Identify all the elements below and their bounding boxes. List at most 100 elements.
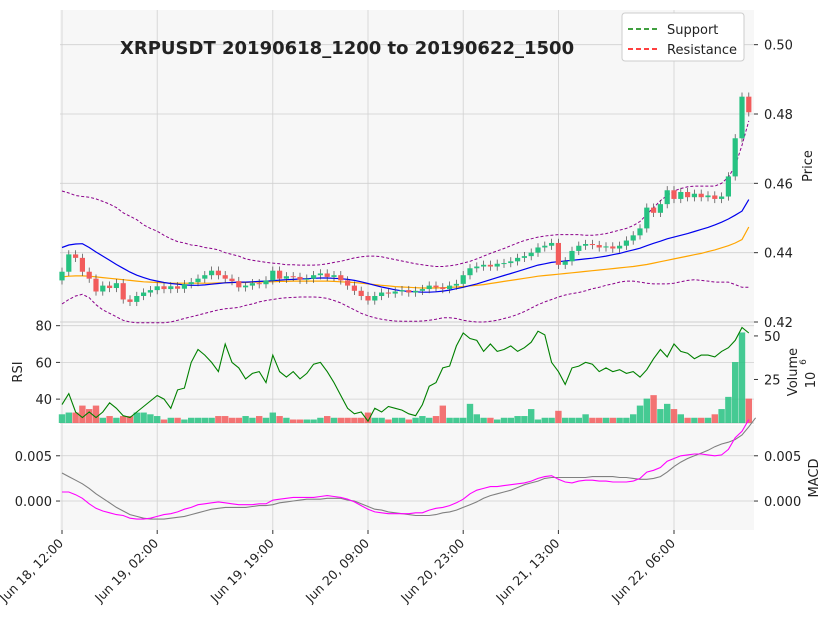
candle-body bbox=[304, 278, 310, 280]
volume-bar bbox=[303, 419, 310, 423]
volume-bar bbox=[602, 417, 610, 423]
volume-bar bbox=[453, 417, 460, 423]
volume-bar bbox=[337, 417, 344, 423]
volume-bar bbox=[324, 416, 331, 423]
candle-body bbox=[651, 207, 657, 213]
volume-bar bbox=[133, 412, 140, 423]
macd-tick-label-left: 0.005 bbox=[15, 450, 52, 465]
candle-body bbox=[460, 275, 466, 284]
volume-bar bbox=[140, 412, 147, 423]
candle-body bbox=[161, 286, 167, 290]
candle-body bbox=[202, 275, 208, 279]
candle-body bbox=[637, 228, 643, 236]
volume-bar bbox=[208, 417, 215, 423]
candle-body bbox=[569, 250, 575, 262]
price-axis-label: Price bbox=[801, 150, 816, 182]
candle-body bbox=[120, 283, 126, 300]
candle-body bbox=[236, 281, 242, 288]
candle-body bbox=[345, 280, 351, 286]
volume-bar bbox=[568, 417, 576, 423]
volume-bar bbox=[630, 414, 637, 423]
volume-multiplier: 10 bbox=[804, 372, 819, 389]
candle-body bbox=[385, 292, 391, 294]
x-tick-label: Jun 19, 02:00 bbox=[91, 535, 161, 605]
candle-body bbox=[59, 271, 65, 281]
volume-bar bbox=[657, 409, 664, 423]
candle-body bbox=[705, 195, 711, 198]
candles bbox=[59, 92, 752, 307]
price-lines bbox=[61, 120, 750, 324]
volume-tick-label: 25 bbox=[764, 373, 781, 388]
candle-body bbox=[719, 196, 725, 199]
volume-bar bbox=[147, 414, 154, 423]
candle-body bbox=[188, 282, 194, 285]
candle-body bbox=[351, 285, 357, 291]
candle-body bbox=[379, 292, 385, 296]
candle-body bbox=[113, 283, 119, 289]
rsi-line bbox=[61, 326, 750, 423]
candle-body bbox=[277, 270, 283, 279]
candle-body bbox=[209, 270, 215, 276]
candle-body bbox=[399, 290, 405, 292]
candle-body bbox=[528, 252, 534, 257]
volume-bar bbox=[575, 417, 582, 423]
candle-body bbox=[331, 275, 337, 277]
volume-bar bbox=[534, 419, 542, 423]
volume-bar bbox=[235, 417, 242, 423]
candle-body bbox=[576, 245, 582, 251]
volume-bar bbox=[432, 416, 440, 423]
volume-bar bbox=[677, 414, 684, 423]
candle-body bbox=[678, 192, 684, 199]
volume-bar bbox=[589, 417, 596, 423]
candle-body bbox=[739, 96, 745, 139]
candle-body bbox=[168, 286, 174, 290]
volume-bar bbox=[738, 332, 746, 423]
candle-body bbox=[311, 275, 317, 279]
candle-body bbox=[229, 278, 235, 282]
fast-ma-line bbox=[61, 199, 750, 293]
volume-bar bbox=[262, 417, 270, 423]
volume-bar bbox=[120, 416, 127, 423]
candle-body bbox=[521, 256, 527, 258]
macd-tick-label-right: 0.005 bbox=[764, 450, 801, 465]
candle-body bbox=[732, 138, 738, 177]
candle-body bbox=[657, 204, 663, 213]
legend: Support Resistance bbox=[621, 12, 745, 62]
volume-bar bbox=[160, 419, 168, 423]
candle-body bbox=[215, 270, 221, 276]
candle-body bbox=[181, 284, 187, 289]
volume-bar bbox=[398, 417, 406, 423]
candle-body bbox=[107, 285, 113, 289]
candle-body bbox=[263, 280, 269, 285]
volume-bar bbox=[412, 417, 419, 423]
x-tick-label: Jun 19, 19:00 bbox=[207, 535, 277, 605]
volume-bar bbox=[636, 405, 644, 423]
volume-bar bbox=[473, 414, 480, 423]
candle-body bbox=[406, 290, 412, 293]
macd-line bbox=[62, 419, 750, 520]
volume-bar bbox=[330, 417, 338, 423]
price-tick-label: 0.48 bbox=[764, 108, 793, 123]
candle-body bbox=[195, 278, 201, 283]
volume-bar bbox=[256, 416, 263, 423]
x-tick-label: Jun 18, 12:00 bbox=[0, 535, 66, 605]
volume-bar bbox=[296, 419, 304, 423]
candle-body bbox=[324, 273, 330, 277]
candle-body bbox=[508, 261, 514, 264]
candle-body bbox=[474, 266, 480, 269]
panels bbox=[60, 10, 754, 530]
volume-bar bbox=[609, 417, 616, 423]
volume-bar bbox=[684, 417, 691, 423]
candle-body bbox=[297, 276, 303, 280]
volume-bar bbox=[242, 416, 249, 423]
candle-body bbox=[685, 192, 691, 198]
volume-bar bbox=[711, 414, 718, 423]
volume-bar bbox=[494, 419, 501, 423]
candle-body bbox=[725, 176, 731, 197]
legend-support-label: Support bbox=[667, 23, 718, 38]
volume-bar bbox=[58, 414, 66, 423]
volume-bar bbox=[167, 417, 174, 423]
volume-bar bbox=[290, 419, 297, 423]
volume-axis-label: Volume bbox=[786, 348, 801, 396]
candle-body bbox=[426, 285, 432, 290]
